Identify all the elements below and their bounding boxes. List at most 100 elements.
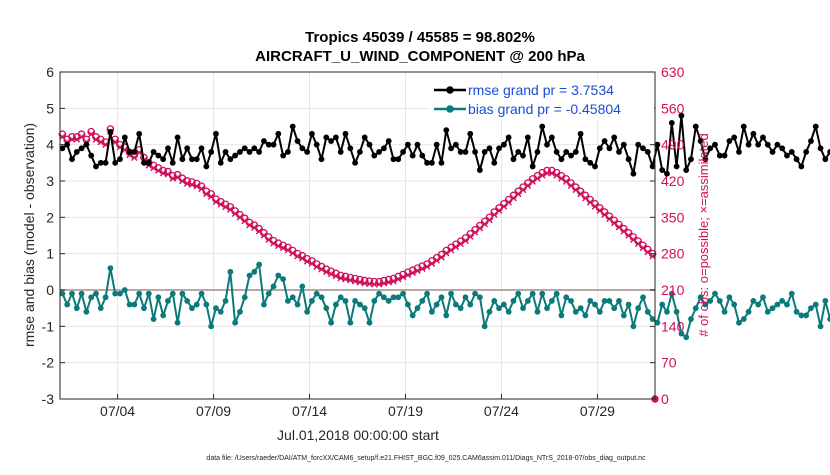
bias-point — [395, 294, 402, 301]
rmse-point — [500, 141, 507, 148]
rmse-point — [400, 149, 406, 155]
obs-assimilated-stroke — [370, 280, 378, 288]
obs-assimilated-marker — [308, 260, 316, 267]
bias-point — [409, 312, 416, 319]
rmse-point — [683, 167, 690, 174]
rmse-point — [712, 141, 718, 148]
y2-tick-label: 350 — [661, 209, 685, 225]
obs-assimilated-marker — [131, 154, 138, 161]
bias-point — [256, 261, 263, 268]
rmse-point — [673, 163, 680, 170]
rmse-point — [539, 123, 546, 130]
obs-assimilated-stroke — [294, 252, 301, 260]
bias-point — [323, 305, 330, 312]
obs-assimilated-marker — [351, 277, 359, 285]
obs-assimilated-stroke — [567, 182, 575, 189]
obs-assimilated-marker — [313, 263, 321, 270]
obs-assimilated-marker — [193, 182, 201, 190]
bias-point — [558, 312, 565, 319]
y-tick-label: 5 — [46, 100, 54, 116]
rmse-point — [750, 130, 757, 137]
rmse-point — [707, 145, 714, 152]
obs-assimilated-marker — [150, 164, 157, 172]
bias-point — [59, 290, 66, 297]
obs-assimilated-stroke — [577, 190, 584, 198]
bias-point — [313, 290, 320, 297]
bias-point — [673, 308, 680, 315]
bias-point — [760, 294, 766, 301]
obs-assimilated-stroke — [116, 143, 124, 151]
obs-assimilated-marker — [217, 201, 225, 208]
rmse-point — [779, 145, 786, 152]
rmse-point — [668, 119, 675, 126]
rmse-point — [73, 149, 80, 155]
rmse-point — [438, 159, 445, 166]
rmse-point — [476, 167, 483, 174]
obs-assimilated-marker — [337, 274, 345, 282]
rmse-point — [414, 141, 421, 148]
bias-point — [270, 283, 277, 290]
rmse-point — [117, 156, 123, 163]
obs-assimilated-stroke — [342, 275, 349, 283]
rmse-point — [486, 145, 493, 152]
bias-point — [165, 298, 171, 304]
y-tick-label: 0 — [46, 282, 54, 298]
obs-assimilated-stroke — [236, 214, 244, 221]
obs-assimilated-stroke — [630, 236, 637, 243]
obs-assimilated-marker — [534, 175, 541, 182]
y2-tick-label: 560 — [661, 100, 685, 116]
rmse-point — [385, 138, 392, 144]
obs-assimilated-stroke — [92, 136, 100, 143]
bias-point — [812, 301, 819, 308]
obs-assimilated-stroke — [260, 232, 268, 239]
rmse-point — [448, 145, 454, 152]
bias-point — [688, 316, 694, 322]
ticks: -3-2-10123456070140210280350420490560630… — [42, 64, 685, 419]
obs-assimilated-stroke — [452, 243, 460, 251]
y-tick-label: 1 — [46, 246, 54, 262]
obs-assimilated-stroke — [198, 185, 205, 193]
chart-title-line2: AIRCRAFT_U_WIND_COMPONENT @ 200 hPa — [255, 48, 585, 65]
bias-point — [736, 319, 742, 326]
obs-assimilated-stroke — [121, 146, 129, 154]
bias-point — [448, 290, 454, 297]
bias-point — [764, 308, 771, 315]
bias-point — [462, 294, 469, 301]
obs-assimilated-stroke — [246, 221, 253, 229]
bias-point — [544, 305, 550, 312]
obs-assimilated-marker — [155, 167, 162, 174]
rmse-point — [141, 159, 147, 166]
rmse-point — [635, 141, 642, 148]
obs-assimilated-stroke — [97, 138, 105, 146]
obs-assimilated-stroke — [414, 267, 421, 275]
rmse-point — [333, 134, 339, 141]
bias-point — [141, 305, 147, 312]
chart-title-line1: Tropics 45039 / 45585 = 98.802% — [305, 29, 535, 46]
obs-assimilated-marker — [452, 243, 460, 251]
rmse-point — [376, 149, 382, 155]
rmse-point — [793, 156, 800, 163]
bias-point — [150, 316, 157, 322]
y2-tick-label: 490 — [661, 137, 685, 153]
obs-assimilated-marker — [236, 214, 244, 221]
x-tick-label: 07/14 — [292, 403, 327, 419]
rmse-point — [462, 149, 469, 155]
bias-point — [390, 294, 397, 301]
rmse-point — [760, 134, 766, 141]
rmse-point — [246, 149, 253, 155]
obs-assimilated-marker — [649, 252, 656, 260]
obs-assimilated-stroke — [586, 198, 594, 206]
rmse-point — [726, 138, 733, 144]
obs-assimilated-marker — [385, 278, 392, 286]
rmse-point — [740, 123, 747, 130]
bias-line — [61, 263, 830, 339]
obs-assimilated-marker — [279, 244, 287, 252]
rmse-point — [121, 134, 128, 141]
rmse-point — [424, 159, 430, 166]
obs-assimilated-marker — [390, 277, 397, 285]
rmse-point — [616, 149, 622, 155]
bias-point — [793, 308, 800, 315]
rmse-point — [208, 149, 215, 155]
obs-assimilated-stroke — [548, 169, 556, 177]
bias-point — [524, 298, 531, 304]
